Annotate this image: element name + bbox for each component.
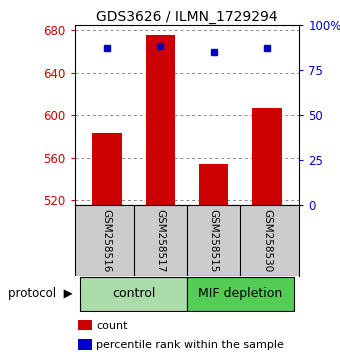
Title: GDS3626 / ILMN_1729294: GDS3626 / ILMN_1729294 [96,10,278,24]
Text: GSM258530: GSM258530 [262,209,272,272]
Bar [252,108,282,205]
Text: MIF depletion: MIF depletion [198,287,283,300]
Text: GSM258516: GSM258516 [102,209,112,273]
Text: protocol  ▶: protocol ▶ [8,287,73,300]
Text: GSM258517: GSM258517 [155,209,165,273]
Bar [187,277,294,311]
Text: percentile rank within the sample: percentile rank within the sample [96,340,284,350]
Bar [199,164,228,205]
Text: count: count [96,321,128,331]
Bar [92,133,122,205]
Bar [80,277,187,311]
Text: GSM258515: GSM258515 [209,209,219,273]
Bar [146,35,175,205]
Text: control: control [112,287,155,300]
